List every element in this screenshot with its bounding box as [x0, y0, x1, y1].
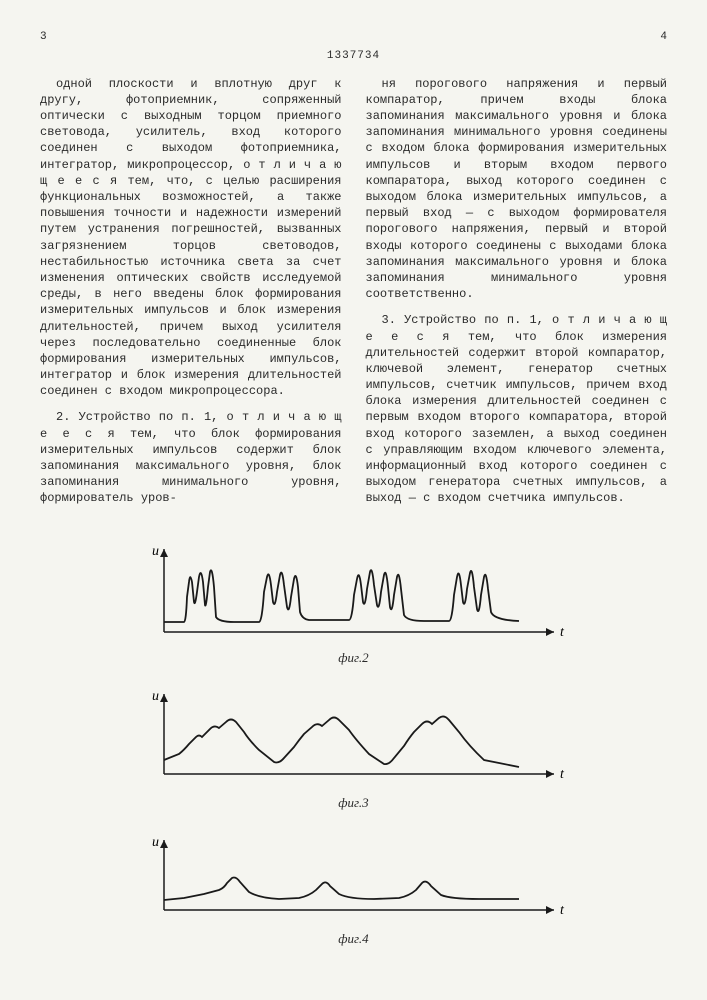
- fig4-waveform: [164, 877, 519, 900]
- figure-3: u t фиг.3: [40, 682, 667, 812]
- fig2-y-arrow: [160, 549, 168, 557]
- fig4-x-arrow: [546, 906, 554, 914]
- fig3-x-label: t: [560, 767, 565, 782]
- column-left: одной плоскости и вплотную друг к другу,…: [40, 76, 342, 517]
- figure-2: u t фиг.2: [40, 537, 667, 667]
- page-left: 3: [40, 30, 47, 45]
- fig4-label: фиг.4: [40, 930, 667, 948]
- text-columns: одной плоскости и вплотную друг к другу,…: [40, 76, 667, 517]
- fig2-y-label: u: [152, 544, 159, 559]
- fig3-y-arrow: [160, 694, 168, 702]
- fig4-svg: u t: [124, 828, 584, 928]
- para-right-1: ня порогового напряжения и первый компар…: [366, 76, 668, 303]
- para-right-2: 3. Устройство по п. 1, о т л и ч а ю щ е…: [366, 312, 668, 506]
- fig3-svg: u t: [124, 682, 584, 792]
- figures-block: u t фиг.2 u t фиг.3 u t фиг.4: [40, 537, 667, 948]
- para-left-1: одной плоскости и вплотную друг к другу,…: [40, 76, 342, 400]
- fig3-label: фиг.3: [40, 794, 667, 812]
- fig3-x-arrow: [546, 770, 554, 778]
- figure-4: u t фиг.4: [40, 828, 667, 948]
- column-right: ня порогового напряжения и первый компар…: [366, 76, 668, 517]
- fig2-svg: u t: [124, 537, 584, 647]
- fig3-y-label: u: [152, 689, 159, 704]
- page-right: 4: [660, 30, 667, 45]
- fig4-x-label: t: [560, 903, 565, 918]
- fig4-y-label: u: [152, 835, 159, 850]
- doc-number: 1337734: [40, 49, 667, 64]
- header-row: 3 4: [40, 30, 667, 45]
- para-left-2: 2. Устройство по п. 1, о т л и ч а ю щ е…: [40, 409, 342, 506]
- fig3-waveform: [164, 717, 519, 768]
- fig4-y-arrow: [160, 840, 168, 848]
- fig2-label: фиг.2: [40, 649, 667, 667]
- fig2-x-arrow: [546, 628, 554, 636]
- fig2-waveform: [164, 570, 519, 622]
- fig2-x-label: t: [560, 625, 565, 640]
